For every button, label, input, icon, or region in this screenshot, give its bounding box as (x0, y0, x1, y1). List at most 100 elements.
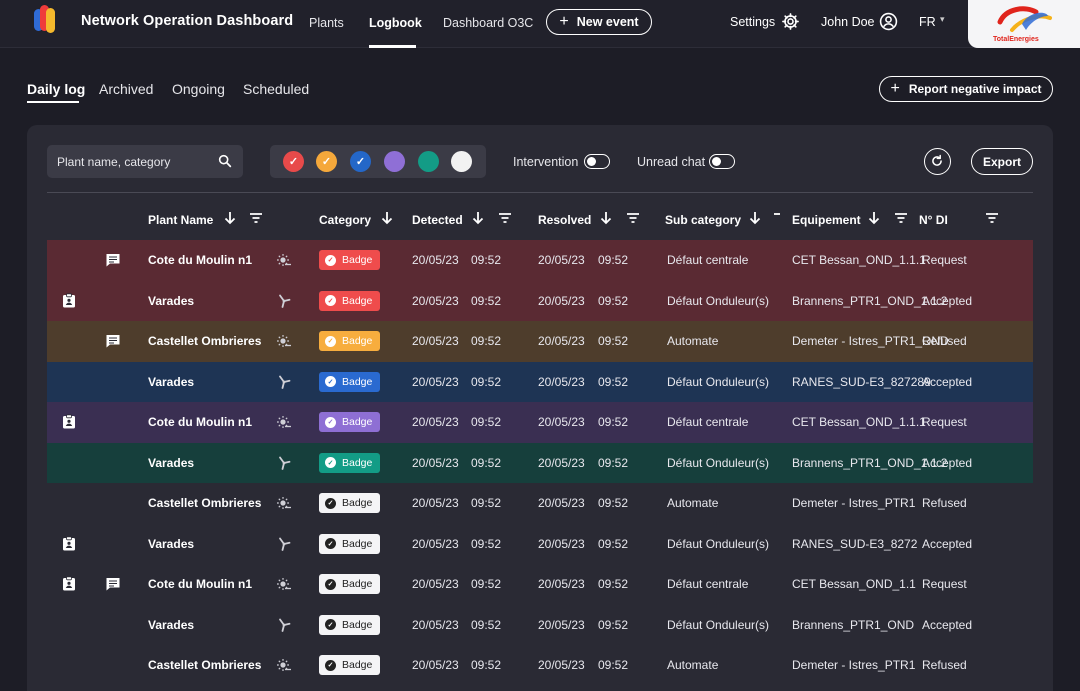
sort-arrow-down-icon[interactable] (470, 210, 486, 226)
category-badge[interactable]: ✓ Badge (319, 655, 380, 675)
table-row[interactable]: Cote du Moulin n1 ✓ Badge 20/05/23 09:52… (47, 564, 1033, 605)
table-row[interactable]: Castellet Ombrieres ✓ Badge 20/05/23 09:… (47, 321, 1033, 362)
detected-date: 20/05/23 (412, 334, 459, 348)
table-row[interactable]: Varades ✓ Badge 20/05/23 09:52 20/05/23 … (47, 361, 1033, 402)
settings-label[interactable]: Settings (730, 15, 776, 29)
filter-icon[interactable] (625, 210, 641, 226)
sort-arrow-down-icon[interactable] (866, 210, 882, 226)
nav-plants[interactable]: Plants (309, 16, 344, 30)
column-header-detected[interactable]: Detected (412, 213, 463, 227)
category-badge[interactable]: ✓ Badge (319, 412, 380, 432)
search-icon[interactable] (217, 153, 233, 169)
gear-icon[interactable] (781, 12, 800, 31)
category-badge[interactable]: ✓ Badge (319, 371, 380, 392)
tab-archived[interactable]: Archived (99, 81, 154, 97)
category-badge[interactable]: ✓ Badge (319, 331, 380, 351)
column-header-plant-name[interactable]: Plant Name (148, 213, 214, 227)
table-row[interactable]: Varades ✓ Badge 20/05/23 09:52 20/05/23 … (47, 442, 1033, 483)
new-event-button[interactable]: + New event (546, 9, 652, 35)
column-header-sub-category[interactable]: Sub category (665, 213, 742, 227)
resolved-time: 09:52 (598, 293, 629, 308)
plant-name[interactable]: Cote du Moulin n1 (148, 577, 252, 591)
plant-name[interactable]: Varades (148, 536, 195, 551)
plant-name[interactable]: Varades (148, 293, 195, 308)
detected-date: 20/05/23 (412, 415, 459, 429)
clipboard-intervention-icon[interactable] (61, 414, 77, 430)
filter-icon[interactable] (893, 210, 909, 226)
filter-icon[interactable] (248, 210, 264, 226)
sort-arrow-down-icon[interactable] (222, 210, 238, 226)
plant-name[interactable]: Castellet Ombrieres (148, 658, 262, 672)
category-badge[interactable]: ✓ Badge (319, 533, 380, 554)
column-header-equipement[interactable]: Equipement (792, 213, 861, 227)
color-swatch-white[interactable] (451, 151, 472, 172)
report-negative-impact-button[interactable]: + Report negative impact (879, 76, 1053, 102)
search-box[interactable] (47, 145, 243, 178)
table-row[interactable]: Cote du Moulin n1 ✓ Badge 20/05/23 09:52… (47, 240, 1033, 281)
plant-name[interactable]: Cote du Moulin n1 (148, 415, 252, 429)
category-badge[interactable]: ✓ Badge (319, 614, 380, 635)
tab-scheduled[interactable]: Scheduled (243, 81, 310, 97)
detected-date: 20/05/23 (412, 658, 459, 672)
search-input[interactable] (57, 145, 207, 178)
plant-name[interactable]: Castellet Ombrieres (148, 334, 262, 348)
sub-category: Automate (667, 658, 719, 672)
language-selector[interactable]: FR (919, 15, 936, 29)
category-badge[interactable]: ✓ Badge (319, 290, 380, 311)
chat-icon[interactable] (105, 333, 121, 349)
plant-name[interactable]: Varades (148, 455, 195, 470)
sort-arrow-down-icon[interactable] (379, 210, 395, 226)
color-swatch-red[interactable]: ✓ (283, 151, 304, 172)
color-swatch-blue[interactable]: ✓ (350, 151, 371, 172)
color-swatch-orange[interactable]: ✓ (316, 151, 337, 172)
chat-icon[interactable] (105, 252, 121, 268)
user-name[interactable]: John Doe (821, 15, 875, 29)
table-row[interactable]: Castellet Ombrieres ✓ Badge 20/05/23 09:… (47, 645, 1033, 686)
chat-icon[interactable] (105, 576, 121, 592)
category-badge[interactable]: ✓ Badge (319, 574, 380, 594)
color-swatch-purple[interactable] (384, 151, 405, 172)
filter-icon[interactable] (984, 210, 1000, 226)
nav-logbook[interactable]: Logbook (369, 16, 422, 30)
nav-dashboard-o3c[interactable]: Dashboard O3C (443, 16, 534, 30)
table-row[interactable]: Varades ✓ Badge 20/05/23 09:52 20/05/23 … (47, 523, 1033, 564)
detected-time: 09:52 (471, 617, 502, 632)
export-button[interactable]: Export (971, 148, 1033, 175)
category-badge[interactable]: ✓ Badge (319, 250, 380, 270)
table-row[interactable]: Castellet Ombrieres ✓ Badge 20/05/23 09:… (47, 483, 1033, 524)
wind-turbine-icon (279, 375, 291, 389)
intervention-toggle[interactable] (584, 154, 610, 169)
tab-ongoing[interactable]: Ongoing (172, 81, 225, 97)
check-icon: ✓ (325, 254, 336, 266)
sort-arrow-down-icon[interactable] (598, 210, 614, 226)
table-row[interactable]: Varades ✓ Badge 20/05/23 09:52 20/05/23 … (47, 604, 1033, 645)
detected-date: 20/05/23 (412, 293, 459, 308)
user-account-icon[interactable] (879, 12, 898, 31)
clipboard-intervention-icon[interactable] (61, 576, 77, 592)
column-header-resolved[interactable]: Resolved (538, 213, 592, 227)
category-badge[interactable]: ✓ Badge (319, 493, 380, 513)
chevron-down-icon[interactable]: ▾ (940, 14, 945, 24)
plant-name[interactable]: Castellet Ombrieres (148, 496, 262, 510)
clipboard-intervention-icon[interactable] (61, 292, 77, 309)
filter-icon[interactable] (497, 210, 513, 226)
sort-arrow-down-icon[interactable] (747, 210, 763, 226)
plant-name[interactable]: Varades (148, 374, 195, 389)
refresh-button[interactable] (924, 148, 951, 175)
color-swatch-teal[interactable] (418, 151, 439, 172)
category-badge[interactable]: ✓ Badge (319, 452, 380, 473)
unread-chat-toggle[interactable] (709, 154, 735, 169)
plant-name[interactable]: Cote du Moulin n1 (148, 253, 252, 267)
column-header-n-di[interactable]: N° DI (919, 213, 948, 227)
resolved-date: 20/05/23 (538, 617, 585, 632)
column-header-category[interactable]: Category (319, 213, 372, 227)
table-row[interactable]: Varades ✓ Badge 20/05/23 09:52 20/05/23 … (47, 280, 1033, 321)
filter-icon[interactable] (772, 210, 780, 226)
n-di-status: Request (922, 577, 967, 591)
tab-daily-log[interactable]: Daily log (27, 81, 86, 97)
table-row[interactable]: Cote du Moulin n1 ✓ Badge 20/05/23 09:52… (47, 402, 1033, 443)
plant-name[interactable]: Varades (148, 617, 195, 632)
clipboard-intervention-icon[interactable] (61, 535, 77, 552)
app-logo[interactable] (34, 5, 60, 39)
equipement: RANES_SUD-E3_827289 (792, 374, 931, 389)
